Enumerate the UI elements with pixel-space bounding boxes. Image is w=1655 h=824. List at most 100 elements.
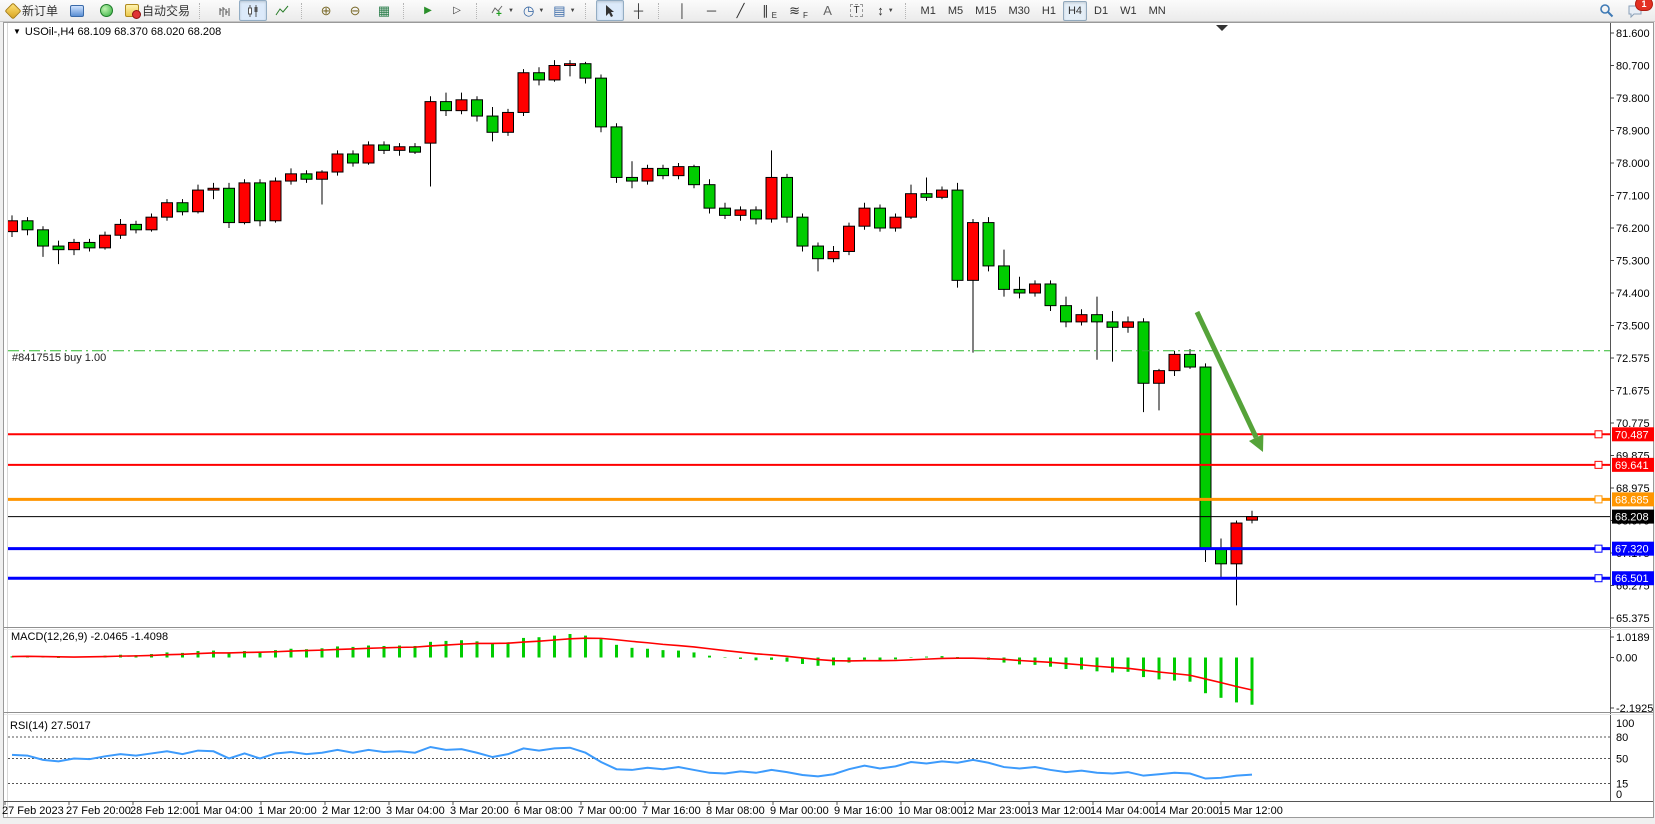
candle bbox=[145, 213, 158, 232]
auto-scroll-button[interactable]: ▶ bbox=[414, 0, 442, 21]
candle bbox=[796, 213, 809, 252]
svg-text:68.685: 68.685 bbox=[1615, 494, 1649, 506]
channel-sub-label: E bbox=[771, 11, 777, 20]
candle bbox=[1184, 348, 1196, 369]
timeframe-button-h4[interactable]: H4 bbox=[1062, 0, 1088, 21]
candle bbox=[951, 182, 964, 288]
new-order-button[interactable]: 新订单 bbox=[3, 0, 62, 21]
trendline-tool-button[interactable]: ╱ bbox=[727, 0, 755, 21]
crosshair-tool-button[interactable]: ┼ bbox=[625, 0, 653, 21]
toolbar-separator bbox=[584, 2, 592, 19]
search-icon bbox=[1599, 4, 1613, 18]
candle bbox=[52, 240, 65, 265]
svg-text:69.641: 69.641 bbox=[1615, 460, 1649, 472]
trend-arrow[interactable] bbox=[1194, 310, 1264, 452]
candle bbox=[238, 179, 251, 225]
candle bbox=[114, 218, 127, 239]
timeframe-button-h1[interactable]: H1 bbox=[1041, 4, 1056, 17]
candle bbox=[1106, 311, 1119, 362]
timeframe-button-m1[interactable]: M1 bbox=[920, 4, 936, 17]
time-tick-label: 1 Mar 04:00 bbox=[194, 805, 253, 817]
line-handle[interactable] bbox=[1594, 574, 1603, 583]
dropdown-caret-icon: ▼ bbox=[538, 7, 545, 14]
tile-windows-button[interactable]: ▦ bbox=[370, 0, 398, 21]
time-tick-label: 3 Mar 04:00 bbox=[386, 805, 445, 817]
rsi-tick-label: 15 bbox=[1616, 779, 1628, 791]
candle bbox=[936, 186, 948, 200]
candle bbox=[161, 199, 173, 221]
indicators-icon: + bbox=[491, 5, 503, 17]
text-tool-button[interactable]: A bbox=[814, 0, 842, 21]
line-handle[interactable] bbox=[1594, 544, 1603, 553]
candle bbox=[967, 218, 979, 353]
periods-button[interactable]: ◷ ▼ bbox=[519, 0, 548, 21]
price-tick-label: 73.500 bbox=[1616, 321, 1650, 333]
svg-text:68.208: 68.208 bbox=[1615, 512, 1649, 524]
candle bbox=[176, 199, 189, 216]
candles-layer bbox=[8, 60, 1258, 606]
chart-shift-marker[interactable] bbox=[1216, 25, 1228, 31]
dropdown-caret-icon: ▼ bbox=[508, 7, 514, 14]
templates-button[interactable]: ▤ ▼ bbox=[549, 0, 579, 21]
autotrading-button[interactable]: 自动交易 bbox=[121, 0, 194, 21]
candle bbox=[1013, 276, 1026, 299]
timeframe-button-w1[interactable]: W1 bbox=[1120, 4, 1137, 17]
time-tick-label: 7 Mar 00:00 bbox=[578, 805, 637, 817]
candle bbox=[750, 206, 762, 225]
macd-pane bbox=[10, 633, 1254, 705]
zoom-in-icon: ⊕ bbox=[320, 3, 332, 18]
zoom-out-button[interactable]: ⊖ bbox=[341, 0, 369, 21]
horizontal-line-tool-button[interactable]: ─ bbox=[698, 0, 726, 21]
fibonacci-tool-button[interactable]: ≋ F bbox=[785, 0, 813, 21]
time-tick-label: 10 Mar 08:00 bbox=[898, 805, 963, 817]
rsi-tick-label: 0 bbox=[1616, 789, 1622, 801]
candle bbox=[781, 173, 793, 223]
candle bbox=[68, 238, 80, 256]
vertical-line-tool-button[interactable]: │ bbox=[669, 0, 697, 21]
search-button[interactable] bbox=[1592, 0, 1620, 21]
timeframe-button-d1[interactable]: D1 bbox=[1094, 4, 1109, 17]
chart-shift-button[interactable]: ▷ bbox=[443, 0, 471, 21]
rsi-pane bbox=[11, 745, 1253, 780]
bar-chart-button[interactable] bbox=[210, 0, 238, 21]
candle bbox=[998, 249, 1010, 297]
zoom-in-button[interactable]: ⊕ bbox=[312, 0, 340, 21]
svg-text:67.320: 67.320 bbox=[1615, 544, 1649, 556]
channel-tool-button[interactable]: ∥ E bbox=[756, 0, 784, 21]
candlestick-chart-button[interactable] bbox=[239, 0, 268, 21]
price-tick-label: 80.700 bbox=[1616, 61, 1650, 73]
signals-button[interactable] bbox=[92, 0, 120, 21]
rsi-indicator-label: RSI(14) 27.5017 bbox=[10, 720, 91, 732]
toolbar-separator bbox=[301, 2, 308, 19]
line-handle[interactable] bbox=[1594, 430, 1603, 439]
candle bbox=[21, 217, 34, 236]
price-badge: 68.685 bbox=[1612, 492, 1654, 507]
candle bbox=[579, 61, 592, 84]
time-tick-label: 27 Feb 20:00 bbox=[66, 805, 131, 817]
text-label-tool-button[interactable]: T bbox=[843, 0, 871, 21]
timeframe-button-m30[interactable]: M30 bbox=[1008, 4, 1030, 17]
indicators-button[interactable]: + ▼ bbox=[487, 0, 518, 21]
line-handle[interactable] bbox=[1594, 460, 1603, 469]
timeframe-button-m15[interactable]: M15 bbox=[975, 4, 997, 17]
macd-tick-label: 1.0189 bbox=[1616, 632, 1650, 644]
line-chart-button[interactable] bbox=[268, 0, 296, 21]
notifications-button[interactable]: 1 bbox=[1621, 0, 1653, 21]
market-watch-button[interactable] bbox=[63, 0, 91, 21]
arrows-tool-button[interactable]: ↕ ▼ bbox=[872, 0, 900, 21]
channel-icon: ∥ bbox=[762, 3, 769, 18]
timeframe-button-mn[interactable]: MN bbox=[1148, 4, 1166, 17]
cursor-icon bbox=[606, 4, 615, 17]
macd-tick-label: -2.1925 bbox=[1616, 703, 1653, 715]
candle bbox=[269, 177, 282, 223]
candle bbox=[223, 182, 235, 228]
symbol-collapse-icon[interactable]: ▼ bbox=[13, 27, 21, 36]
timeframe-button-m5[interactable]: M5 bbox=[947, 4, 964, 17]
line-handle[interactable] bbox=[1594, 495, 1603, 504]
vertical-line-icon: │ bbox=[678, 3, 687, 18]
time-tick-label: 8 Mar 08:00 bbox=[706, 805, 765, 817]
cursor-tool-button[interactable] bbox=[595, 0, 624, 21]
price-tick-label: 72.575 bbox=[1616, 353, 1650, 365]
